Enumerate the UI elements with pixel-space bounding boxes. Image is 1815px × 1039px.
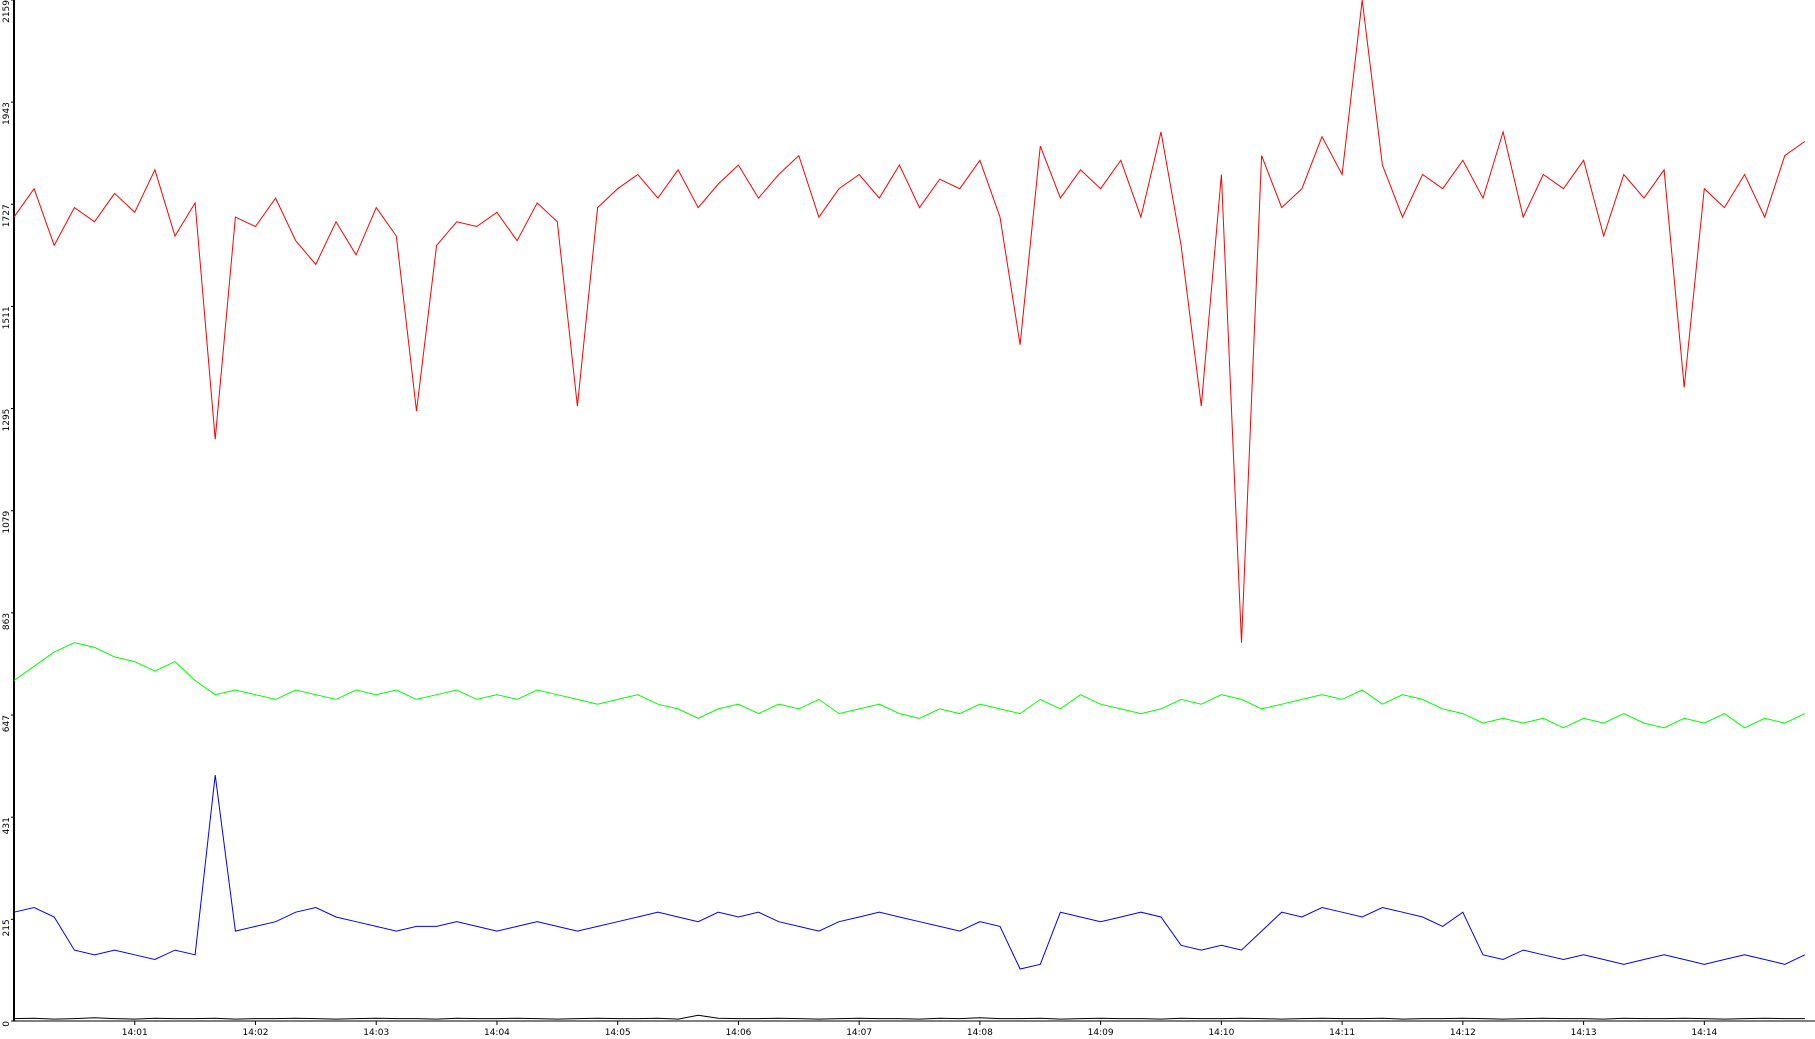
series-line bbox=[13, 775, 1806, 970]
x-tick-label: 14:11 bbox=[1329, 1028, 1355, 1038]
x-tick-label: 14:04 bbox=[484, 1028, 510, 1038]
x-tick-label: 14:13 bbox=[1571, 1028, 1597, 1038]
x-tick-label: 14:08 bbox=[967, 1028, 993, 1038]
y-tick-label: 1511 bbox=[2, 306, 12, 329]
y-tick-label: 1727 bbox=[2, 204, 12, 227]
y-tick-label: 0 bbox=[2, 1021, 12, 1027]
y-tick-label: 1079 bbox=[2, 510, 12, 533]
y-tick-label: 215 bbox=[2, 919, 12, 936]
y-tick-label: 2159 bbox=[2, 0, 12, 23]
x-tick-label: 14:07 bbox=[846, 1028, 872, 1038]
x-tick-label: 14:06 bbox=[725, 1028, 751, 1038]
x-tick-label: 14:03 bbox=[363, 1028, 389, 1038]
x-tick-label: 14:01 bbox=[122, 1028, 148, 1038]
y-tick-label: 647 bbox=[2, 715, 12, 732]
x-tick-label: 14:10 bbox=[1208, 1028, 1234, 1038]
series-line bbox=[13, 1014, 1805, 1020]
series-line bbox=[13, 0, 1806, 643]
x-tick-label: 14:09 bbox=[1088, 1028, 1114, 1038]
x-tick-label: 14:02 bbox=[243, 1028, 269, 1038]
x-tick-label: 14:14 bbox=[1691, 1028, 1717, 1038]
y-tick-label: 1943 bbox=[2, 102, 12, 125]
x-tick-label: 14:12 bbox=[1450, 1028, 1476, 1038]
x-tick-label: 14:05 bbox=[605, 1028, 631, 1038]
y-tick-label: 431 bbox=[2, 817, 12, 834]
series-line bbox=[13, 642, 1806, 729]
y-tick-label: 1295 bbox=[2, 409, 12, 432]
y-tick-label: 863 bbox=[2, 613, 12, 630]
